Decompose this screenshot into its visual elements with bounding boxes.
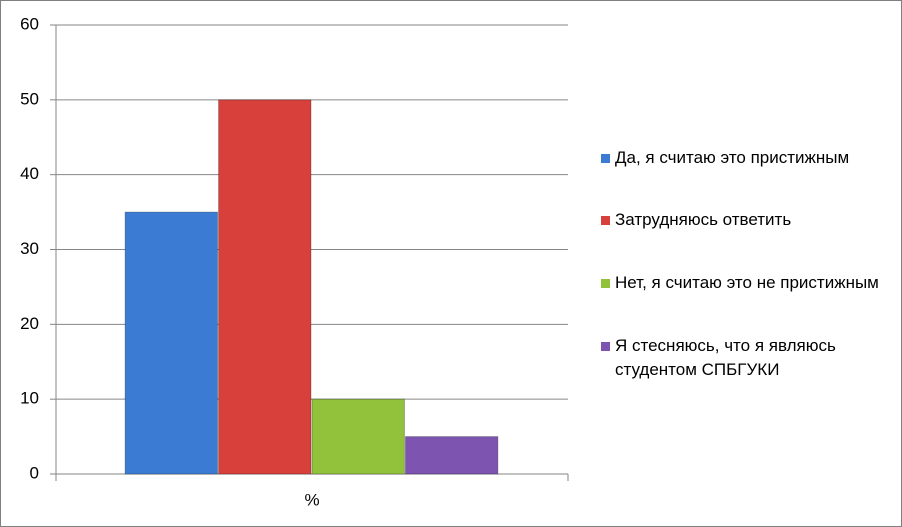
bar: [404, 436, 499, 475]
legend-swatch: [601, 154, 610, 163]
y-tick-label: 60: [20, 14, 39, 33]
legend-label: Я стесняюсь, что я являюсь студентом СПБ…: [615, 336, 836, 379]
legend-swatch: [601, 342, 610, 351]
y-tick-label: 30: [20, 239, 39, 258]
bar: [124, 211, 219, 475]
legend-entry: Нет, я считаю это не пристижным: [601, 271, 886, 295]
legend-entry: Да, я считаю это пристижным: [601, 146, 886, 170]
bar: [311, 398, 405, 475]
y-tick-label: 0: [30, 463, 39, 482]
legend-entry: Затрудняюсь ответить: [601, 208, 886, 232]
legend-label: Затрудняюсь ответить: [615, 210, 792, 229]
bar: [218, 99, 312, 475]
y-tick-label: 10: [20, 389, 39, 408]
legend-label: Да, я считаю это пристижным: [615, 148, 850, 167]
legend-swatch: [601, 216, 610, 225]
y-tick-label: 20: [20, 314, 39, 333]
legend-label: Нет, я считаю это не пристижным: [615, 273, 879, 292]
y-tick-label: 40: [20, 164, 39, 183]
x-tick-label: %: [304, 490, 319, 509]
legend-swatch: [601, 279, 610, 288]
legend-entry: Я стесняюсь, что я являюсь студентом СПБ…: [601, 334, 886, 382]
y-tick-label: 50: [20, 89, 39, 108]
